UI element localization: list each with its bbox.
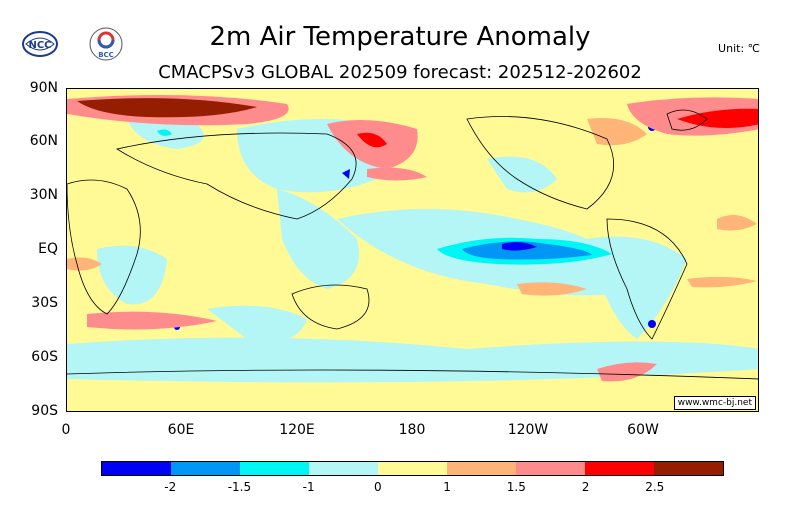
lat-label-90s: 90S [31,403,58,419]
colorbar-tick-label: 1 [443,480,451,494]
lon-label-60w: 60W [627,422,659,438]
colorbar-tick-label: 0 [374,480,382,494]
colorbar-tick-label: 1.5 [506,480,526,494]
colorbar-tick-label: -1 [302,480,315,494]
unit-label: Unit: ℃ [718,42,760,55]
colorbar-segment [585,462,654,475]
lat-label-60s: 60S [31,349,58,365]
bcc-logo: BCC [89,27,123,61]
colorbar-segment [309,462,378,475]
lat-label-30n: 30N [29,187,58,203]
coastlines [67,109,758,380]
lon-label-60e: 60E [167,422,195,438]
wmo-ncc-logo: NCC [22,31,58,57]
negative-anomaly-regions [157,123,656,330]
colorbar-segment [171,462,240,475]
colorbar-segment [378,462,447,475]
temperature-anomaly-map [66,88,759,412]
colorbar-segment [240,462,309,475]
colorbar-tick-label: -2 [164,480,177,494]
colorbar-segment [654,462,723,475]
colorbar-segment [516,462,585,475]
lat-label-60n: 60N [29,133,58,149]
positive-anomaly-regions [67,95,758,382]
colorbar-tick-label: 2 [581,480,590,494]
credit-link[interactable]: www.wmc-bj.net [673,396,756,410]
colorbar-tick-label: -1.5 [227,480,252,494]
colorbar-tick-label: 2.5 [645,480,665,494]
ncc-logo-text: NCC [28,40,51,51]
map-subtitle: CMACPSv3 GLOBAL 202509 forecast: 202512-… [158,62,642,83]
lat-label-eq: EQ [38,241,58,257]
lon-label-0: 0 [61,422,71,438]
lon-label-120w: 120W [507,422,549,438]
lon-label-180: 180 [398,422,426,438]
map-canvas [67,89,758,411]
colorbar-segment [447,462,516,475]
lat-label-30s: 30S [31,295,58,311]
colorbar [101,461,724,476]
bcc-logo-text: BCC [98,51,114,59]
map-title: 2m Air Temperature Anomaly [209,22,591,52]
lon-label-120e: 120E [279,422,315,438]
colorbar-segment [102,462,171,475]
lat-label-90n: 90N [29,80,58,96]
